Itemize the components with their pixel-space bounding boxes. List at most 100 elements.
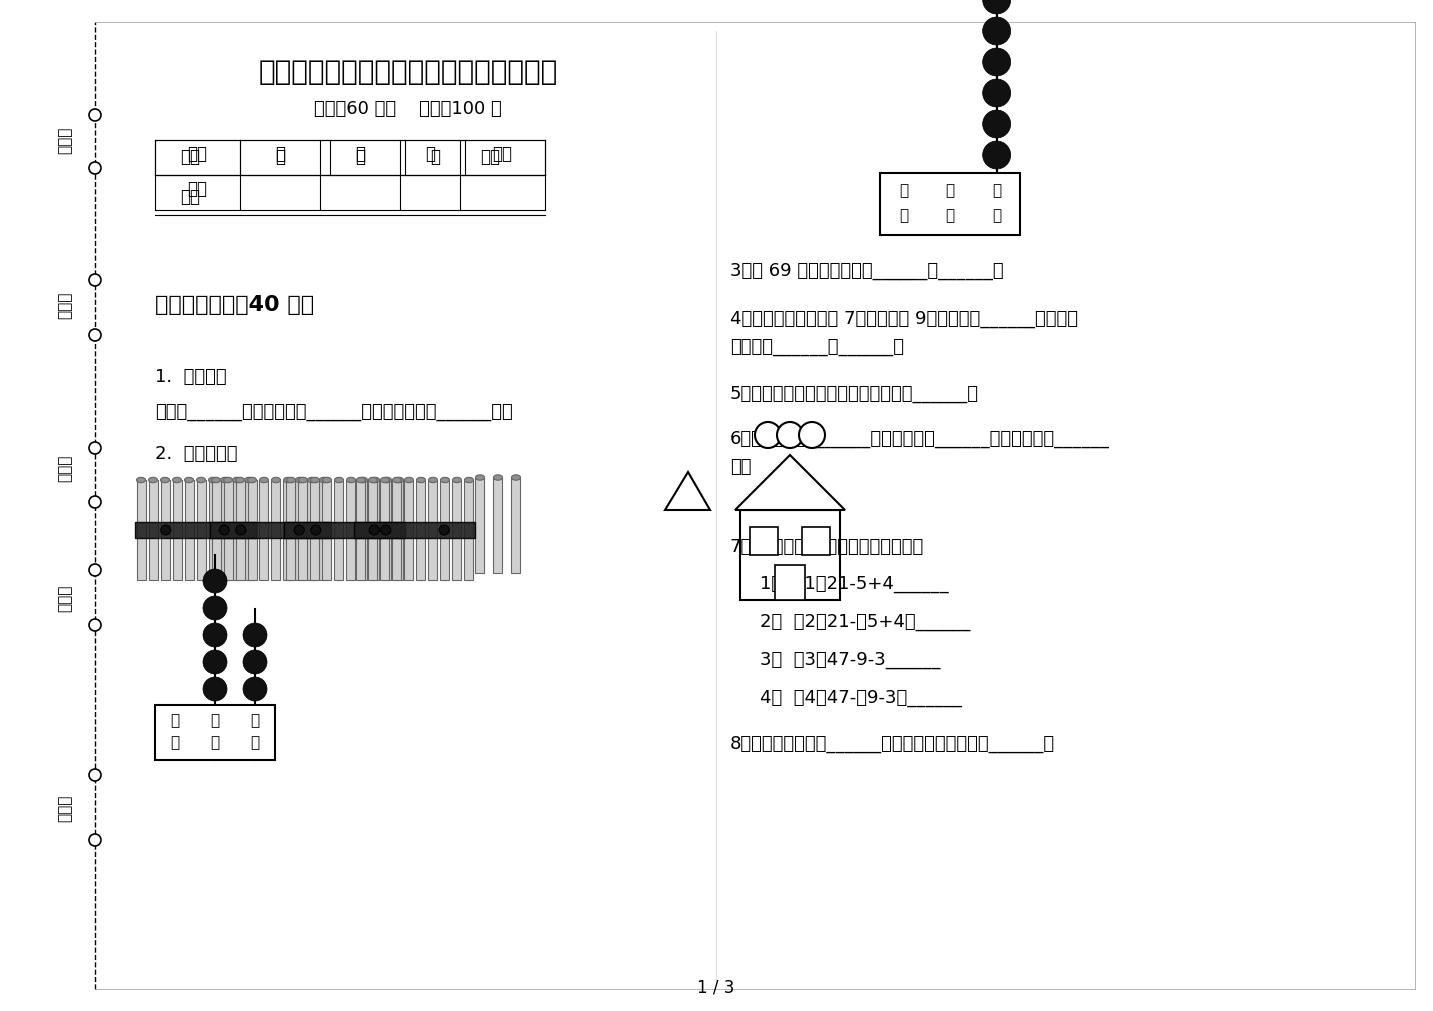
Text: 2.  看图写数。: 2. 看图写数。: [155, 445, 238, 463]
Circle shape: [89, 442, 100, 454]
Ellipse shape: [136, 477, 146, 482]
Circle shape: [203, 569, 226, 593]
Circle shape: [89, 274, 100, 286]
Ellipse shape: [271, 477, 281, 482]
Circle shape: [203, 677, 226, 701]
Text: 百: 百: [898, 183, 909, 198]
Bar: [404, 480, 414, 580]
Circle shape: [203, 623, 226, 647]
Ellipse shape: [417, 477, 426, 482]
Text: 一: 一: [275, 148, 285, 166]
Bar: [259, 480, 268, 580]
Text: 1．  （1）21-5+4______: 1． （1）21-5+4______: [759, 575, 949, 593]
Circle shape: [244, 677, 267, 701]
Bar: [271, 480, 281, 580]
Bar: [354, 522, 476, 538]
Bar: [224, 480, 232, 580]
Circle shape: [370, 525, 380, 535]
Circle shape: [160, 525, 171, 535]
Ellipse shape: [172, 477, 182, 482]
Text: 班级：: 班级：: [57, 584, 73, 612]
Ellipse shape: [284, 477, 292, 482]
Bar: [749, 527, 778, 555]
Text: 二: 二: [355, 148, 365, 166]
Bar: [417, 480, 426, 580]
Text: 位: 位: [946, 207, 954, 222]
Ellipse shape: [235, 477, 245, 482]
Text: 5．最大的两位数减最小的两位数差是______。: 5．最大的两位数减最小的两位数差是______。: [729, 385, 979, 403]
Bar: [232, 480, 242, 580]
Bar: [285, 522, 406, 538]
Text: 位: 位: [211, 735, 219, 750]
Bar: [880, 173, 1020, 235]
Ellipse shape: [212, 477, 221, 482]
Bar: [212, 480, 221, 580]
Bar: [493, 477, 503, 572]
Ellipse shape: [185, 477, 193, 482]
Ellipse shape: [404, 477, 414, 482]
Circle shape: [203, 596, 226, 620]
Text: 考号：: 考号：: [57, 126, 73, 154]
Bar: [322, 480, 331, 580]
Text: 7．说说下面各题先算什么，再算什么。: 7．说说下面各题先算什么，再算什么。: [729, 538, 924, 556]
Circle shape: [983, 110, 1010, 137]
Text: 总分: 总分: [493, 145, 513, 163]
Bar: [185, 480, 193, 580]
Bar: [381, 480, 390, 580]
Text: 1.  填一填。: 1. 填一填。: [155, 368, 226, 386]
Ellipse shape: [248, 477, 257, 482]
Bar: [394, 480, 404, 580]
Polygon shape: [735, 455, 845, 510]
Bar: [160, 480, 169, 580]
Ellipse shape: [368, 477, 377, 482]
Ellipse shape: [196, 477, 205, 482]
Bar: [739, 510, 840, 600]
Text: 得分: 得分: [188, 180, 208, 198]
Bar: [775, 565, 805, 600]
Circle shape: [381, 525, 391, 535]
Circle shape: [89, 496, 100, 508]
Circle shape: [777, 422, 802, 448]
Ellipse shape: [358, 477, 367, 482]
Circle shape: [203, 650, 226, 674]
Circle shape: [311, 525, 321, 535]
Circle shape: [89, 564, 100, 576]
Circle shape: [244, 623, 267, 647]
Bar: [245, 480, 254, 580]
Bar: [135, 522, 255, 538]
Circle shape: [440, 525, 450, 535]
Circle shape: [89, 619, 100, 631]
Ellipse shape: [453, 477, 461, 482]
Text: 苏教版一年级下学期混合数学期末模拟试: 苏教版一年级下学期混合数学期末模拟试: [258, 58, 557, 86]
Bar: [196, 480, 205, 580]
Bar: [155, 705, 275, 760]
Ellipse shape: [320, 477, 328, 482]
Bar: [248, 480, 257, 580]
Text: 总分: 总分: [480, 148, 500, 166]
Text: 1 / 3: 1 / 3: [698, 978, 735, 996]
Bar: [453, 480, 461, 580]
Text: 考场：: 考场：: [57, 291, 73, 318]
Ellipse shape: [311, 477, 320, 482]
Bar: [311, 480, 320, 580]
Ellipse shape: [295, 477, 304, 482]
Text: 百: 百: [171, 713, 179, 728]
Text: 8．最小的两位数是______，它比最小的三位数小______。: 8．最小的两位数是______，它比最小的三位数小______。: [729, 735, 1055, 753]
Bar: [221, 480, 229, 580]
Ellipse shape: [393, 477, 401, 482]
Text: 题号: 题号: [181, 148, 201, 166]
Text: 时间：60 分钟    满分：100 分: 时间：60 分钟 满分：100 分: [314, 100, 502, 118]
Text: 十: 十: [946, 183, 954, 198]
Circle shape: [983, 17, 1010, 45]
Text: 4．  （4）47-（9-3）______: 4． （4）47-（9-3）______: [759, 690, 962, 707]
Ellipse shape: [381, 477, 390, 482]
Circle shape: [89, 769, 100, 782]
Text: 4．一个数的十位上是 7，个位上是 9，这个数是______，和它相: 4．一个数的十位上是 7，个位上是 9，这个数是______，和它相: [729, 310, 1078, 328]
Ellipse shape: [512, 475, 520, 480]
Text: 三: 三: [430, 148, 440, 166]
Bar: [287, 480, 295, 580]
Text: 十: 十: [211, 713, 219, 728]
Ellipse shape: [371, 477, 380, 482]
Circle shape: [983, 79, 1010, 107]
Bar: [298, 480, 308, 580]
